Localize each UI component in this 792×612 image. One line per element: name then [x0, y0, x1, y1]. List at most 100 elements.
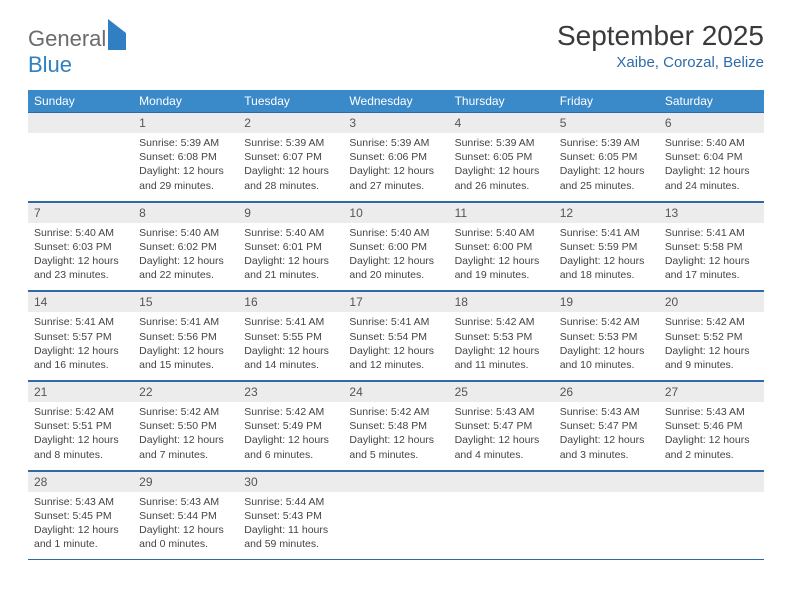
sunset-line: Sunset: 6:03 PM	[34, 241, 112, 253]
sunrise-line: Sunrise: 5:44 AM	[244, 496, 324, 508]
daylight-line: Daylight: 12 hours and 11 minutes.	[455, 345, 540, 371]
daylight-line: Daylight: 12 hours and 27 minutes.	[349, 165, 434, 191]
calendar-day-cell: 28Sunrise: 5:43 AMSunset: 5:45 PMDayligh…	[28, 470, 133, 560]
day-details: Sunrise: 5:39 AMSunset: 6:06 PMDaylight:…	[343, 133, 448, 201]
logo: General Blue	[28, 20, 126, 78]
daylight-line: Daylight: 12 hours and 26 minutes.	[455, 165, 540, 191]
sunrise-line: Sunrise: 5:40 AM	[455, 227, 535, 239]
calendar-day-cell: 27 Sunrise: 5:43 AM Sunset: 5:46 PM Dayligh…	[659, 381, 764, 471]
day-number: 20	[659, 291, 764, 312]
sunset-line: Sunset: 6:02 PM	[139, 241, 217, 253]
sunrise-line: Sunrise: 5:39 AM	[455, 137, 535, 149]
day-number: 16	[238, 291, 343, 312]
calendar-day-cell: 16Sunrise: 5:41 AMSunset: 5:55 PMDayligh…	[238, 291, 343, 381]
daylight-line: Daylight: 12 hours and 7 minutes.	[139, 434, 224, 460]
weekday-header: Saturday	[659, 90, 764, 112]
calendar-day-cell: 5Sunrise: 5:39 AMSunset: 6:05 PMDaylight…	[554, 112, 659, 201]
sunrise-line: Sunrise: 5:40 AM	[139, 227, 219, 239]
sunrise-line: Sunrise: 5:41 AM	[560, 227, 640, 239]
sunrise-line: Sunrise: 5:43 AM	[34, 496, 114, 508]
calendar-day-cell: 18Sunrise: 5:42 AMSunset: 5:53 PMDayligh…	[449, 291, 554, 381]
calendar-week-row: 14Sunrise: 5:41 AMSunset: 5:57 PMDayligh…	[28, 291, 764, 381]
sunrise-line: Sunrise: 5:43 AM	[560, 406, 640, 418]
sunset-line: Sunset: 6:05 PM	[560, 151, 638, 163]
sunrise-line: Sunrise: 5:41 AM	[244, 316, 324, 328]
day-details: Sunrise: 5:44 AMSunset: 5:43 PMDaylight:…	[238, 492, 343, 560]
day-details: Sunrise: 5:42 AMSunset: 5:53 PMDaylight:…	[449, 312, 554, 380]
day-number: 2	[238, 112, 343, 133]
day-details: Sunrise: 5:39 AMSunset: 6:07 PMDaylight:…	[238, 133, 343, 201]
calendar-table: SundayMondayTuesdayWednesdayThursdayFrid…	[28, 90, 764, 560]
calendar-day-cell: 24Sunrise: 5:42 AMSunset: 5:48 PMDayligh…	[343, 381, 448, 471]
daylight-line: Daylight: 12 hours and 16 minutes.	[34, 345, 119, 371]
day-number: 19	[554, 291, 659, 312]
sunset-line: Sunset: 5:47 PM	[560, 420, 638, 432]
day-number: 30	[238, 471, 343, 492]
calendar-day-cell: 7Sunrise: 5:40 AMSunset: 6:03 PMDaylight…	[28, 201, 133, 291]
sunset-line: Sunset: 6:04 PM	[665, 151, 743, 163]
daylight-line: Daylight: 12 hours and 9 minutes.	[665, 345, 750, 371]
sunset-line: Sunset: 5:52 PM	[665, 331, 743, 343]
day-number: 21	[28, 381, 133, 402]
calendar-day-cell: 26Sunrise: 5:43 AMSunset: 5:47 PMDayligh…	[554, 381, 659, 471]
sunset-line: Sunset: 5:54 PM	[349, 331, 427, 343]
sunset-line: Sunset: 5:55 PM	[244, 331, 322, 343]
day-number: 27	[659, 381, 764, 402]
calendar-day-cell: 11Sunrise: 5:40 AMSunset: 6:00 PMDayligh…	[449, 201, 554, 291]
day-number: 12	[554, 202, 659, 223]
logo-text-1: General	[28, 26, 106, 51]
day-number: 4	[449, 112, 554, 133]
day-details: Sunrise: 5:43 AMSunset: 5:44 PMDaylight:…	[133, 492, 238, 560]
day-details: Sunrise: 5:40 AMSunset: 6:03 PMDaylight:…	[28, 223, 133, 291]
logo-text-2: Blue	[28, 52, 72, 77]
sunset-line: Sunset: 6:05 PM	[455, 151, 533, 163]
daylight-line: Daylight: 12 hours and 0 minutes.	[139, 524, 224, 550]
sunrise-line: Sunrise: 5:43 AM	[665, 406, 745, 418]
sunset-line: Sunset: 5:53 PM	[455, 331, 533, 343]
sunrise-line: Sunrise: 5:41 AM	[349, 316, 429, 328]
sunrise-line: Sunrise: 5:43 AM	[455, 406, 535, 418]
sunrise-line: Sunrise: 5:42 AM	[244, 406, 324, 418]
calendar-day-cell: 10Sunrise: 5:40 AMSunset: 6:00 PMDayligh…	[343, 201, 448, 291]
day-details: Sunrise: 5:39 AM Sunset: 6:05 PM Daylight:…	[449, 133, 554, 201]
calendar-day-cell: 22Sunrise: 5:42 AMSunset: 5:50 PMDayligh…	[133, 381, 238, 471]
header: General Blue September 2025 Xaibe, Coroz…	[28, 20, 764, 78]
day-details: Sunrise: 5:40 AMSunset: 6:02 PMDaylight:…	[133, 223, 238, 291]
daylight-line: Daylight: 12 hours and 20 minutes.	[349, 255, 434, 281]
sunrise-line: Sunrise: 5:42 AM	[349, 406, 429, 418]
daylight-line: Daylight: 12 hours and 29 minutes.	[139, 165, 224, 191]
day-number: 1	[133, 112, 238, 133]
daylight-line: Daylight: 12 hours and 8 minutes.	[34, 434, 119, 460]
day-number	[659, 471, 764, 492]
calendar-day-cell: 9Sunrise: 5:40 AMSunset: 6:01 PMDaylight…	[238, 201, 343, 291]
day-number: 7	[28, 202, 133, 223]
sunset-line: Sunset: 6:07 PM	[244, 151, 322, 163]
sunset-line: Sunset: 5:56 PM	[139, 331, 217, 343]
day-number: 28	[28, 471, 133, 492]
day-details: Sunrise: 5:41 AMSunset: 5:54 PMDaylight:…	[343, 312, 448, 380]
daylight-line: Daylight: 12 hours and 5 minutes.	[349, 434, 434, 460]
calendar-day-cell: 20Sunrise: 5:42 AMSunset: 5:52 PMDayligh…	[659, 291, 764, 381]
day-details: Sunrise: 5:41 AMSunset: 5:55 PMDaylight:…	[238, 312, 343, 380]
day-details: Sunrise: 5:42 AMSunset: 5:48 PMDaylight:…	[343, 402, 448, 470]
calendar-week-row: 28Sunrise: 5:43 AMSunset: 5:45 PMDayligh…	[28, 470, 764, 560]
daylight-line: Daylight: 12 hours and 10 minutes.	[560, 345, 645, 371]
day-number: 3	[343, 112, 448, 133]
day-number: 23	[238, 381, 343, 402]
daylight-line: Daylight: 12 hours and 2 minutes.	[665, 434, 750, 460]
calendar-head: SundayMondayTuesdayWednesdayThursdayFrid…	[28, 90, 764, 112]
sunset-line: Sunset: 5:46 PM	[665, 420, 743, 432]
day-details	[554, 492, 659, 544]
day-number	[449, 471, 554, 492]
day-number: 6	[659, 112, 764, 133]
calendar-week-row: 1Sunrise: 5:39 AMSunset: 6:08 PMDaylight…	[28, 112, 764, 201]
day-number: 25	[449, 381, 554, 402]
weekday-header: Wednesday	[343, 90, 448, 112]
sunrise-line: Sunrise: 5:40 AM	[34, 227, 114, 239]
day-details: Sunrise: 5:42 AMSunset: 5:53 PMDaylight:…	[554, 312, 659, 380]
day-details: Sunrise: 5:41 AMSunset: 5:56 PMDaylight:…	[133, 312, 238, 380]
day-number: 24	[343, 381, 448, 402]
calendar-day-cell: 15Sunrise: 5:41 AMSunset: 5:56 PMDayligh…	[133, 291, 238, 381]
day-number	[554, 471, 659, 492]
calendar-day-cell: 23Sunrise: 5:42 AMSunset: 5:49 PMDayligh…	[238, 381, 343, 471]
